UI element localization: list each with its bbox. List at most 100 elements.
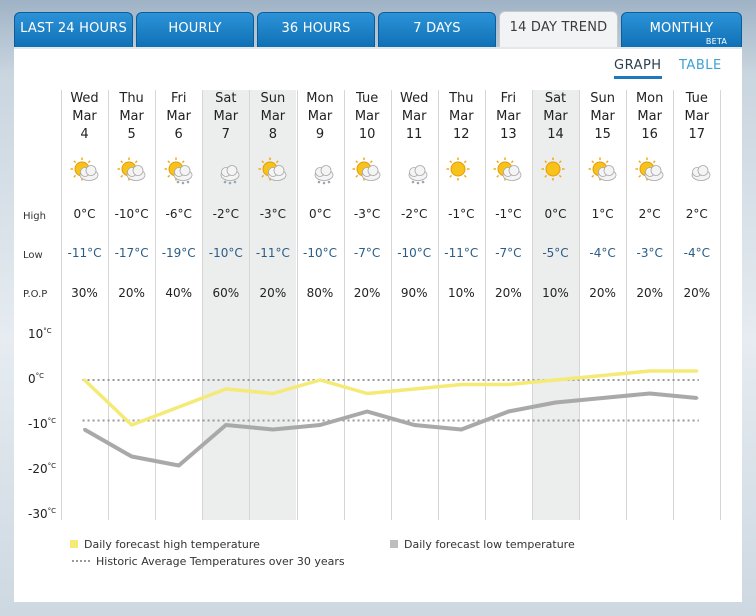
- day-header-dow: Fri: [500, 91, 517, 106]
- column-divider: [391, 90, 392, 520]
- low-temperature-point: [271, 428, 275, 431]
- sun-cloud-icon: [117, 156, 147, 184]
- column-divider: [202, 90, 203, 520]
- low-value: -7°C: [353, 246, 381, 260]
- day-header-dow: Fri: [170, 91, 187, 106]
- day-header: Wed Mar 11: [391, 90, 437, 144]
- low-temperature-point: [459, 428, 463, 431]
- high-temperature-point: [412, 387, 416, 391]
- pop-value: 60%: [212, 286, 240, 300]
- low-value: -10°C: [397, 246, 432, 260]
- tab-bar: LAST 24 HOURS HOURLY 36 HOURS 7 DAYS 14 …: [0, 0, 756, 48]
- sun-cloud-icon: [635, 156, 665, 184]
- day-header-month: Mar: [684, 109, 710, 124]
- high-row-label: High: [23, 211, 46, 222]
- day-header-month: Mar: [637, 109, 662, 124]
- tab-monthly[interactable]: MONTHLY BETA: [621, 12, 742, 48]
- pop-value: 20%: [495, 286, 522, 300]
- day-header-dow: Wed: [70, 91, 99, 106]
- pop-value: 20%: [353, 286, 381, 300]
- day-header-dow: Tue: [685, 91, 708, 106]
- low-temperature-point: [318, 423, 322, 427]
- y-tick-value: 10: [28, 327, 44, 341]
- day-header-month: Mar: [543, 109, 568, 124]
- legend-high-swatch: [70, 540, 78, 548]
- low-temperature-point: [412, 423, 416, 427]
- day-header-month: Mar: [307, 109, 333, 124]
- low-value: -5°C: [542, 246, 569, 260]
- pop-value: 40%: [165, 286, 193, 300]
- y-tick-value: -30: [28, 507, 48, 521]
- day-header-month: Mar: [354, 109, 380, 124]
- day-header-month: Mar: [260, 109, 286, 124]
- low-temperature-point: [177, 464, 181, 467]
- column-divider: [249, 90, 250, 520]
- low-value: -4°C: [589, 246, 616, 260]
- high-temperature-point: [507, 383, 510, 386]
- day-header-month: Mar: [401, 109, 427, 124]
- day-header: Mon Mar 9: [297, 90, 343, 144]
- weekend-shade: [249, 90, 297, 520]
- y-tick-unit: °C: [47, 462, 56, 470]
- day-header-date: 12: [453, 127, 470, 142]
- y-tick-label: 0°C: [28, 372, 44, 386]
- column-divider: [344, 90, 345, 520]
- day-header-dow: Mon: [306, 91, 334, 106]
- day-header-dow: Mon: [635, 91, 664, 106]
- high-value: -3°C: [259, 207, 287, 221]
- tab-hourly[interactable]: HOURLY: [136, 12, 254, 48]
- day-header: Fri Mar 6: [156, 90, 202, 144]
- pop-value: 30%: [71, 286, 98, 300]
- column-divider: [720, 90, 721, 520]
- day-header-date: 11: [405, 127, 423, 142]
- day-header: Thu Mar 12: [438, 90, 484, 144]
- tab-14-day-trend[interactable]: 14 DAY TREND: [499, 11, 618, 48]
- day-header-date: 13: [500, 127, 517, 142]
- weekend-shade: [202, 90, 250, 520]
- high-value: 2°C: [685, 207, 708, 221]
- tab-last-24-hours[interactable]: LAST 24 HOURS: [14, 12, 133, 48]
- sun-cloud-icon: [352, 156, 382, 184]
- day-header-date: 4: [80, 127, 89, 142]
- day-header-date: 9: [315, 127, 325, 142]
- day-header: Sat Mar 14: [533, 90, 579, 144]
- low-temperature-line: [83, 391, 698, 468]
- low-temperature-point: [83, 428, 86, 431]
- tab-7-days[interactable]: 7 DAYS: [378, 12, 496, 48]
- column-divider: [108, 90, 109, 520]
- low-row-label: Low: [23, 250, 43, 261]
- high-value: -6°C: [165, 207, 192, 221]
- day-header: Wed Mar 4: [62, 90, 108, 144]
- pop-value: 10%: [542, 286, 569, 300]
- sun-cloud-snow-icon: [164, 156, 194, 185]
- high-value: 0°C: [73, 207, 96, 221]
- day-header-dow: Sat: [215, 91, 237, 106]
- column-divider: [532, 90, 533, 520]
- pop-value: 20%: [118, 286, 145, 300]
- sun-cloud-icon: [493, 156, 523, 184]
- high-temperature-point: [459, 383, 463, 386]
- day-header: Sun Mar 8: [250, 90, 296, 144]
- low-value: -10°C: [208, 246, 243, 260]
- cloud-icon: [682, 156, 712, 184]
- column-divider: [626, 90, 627, 520]
- high-temperature-point: [601, 374, 605, 377]
- column-divider: [297, 90, 298, 520]
- legend-low-swatch: [390, 540, 398, 548]
- low-value: -19°C: [161, 246, 196, 260]
- sun-icon: [541, 156, 571, 184]
- y-tick-unit: °C: [47, 507, 56, 515]
- low-value: -4°C: [683, 246, 710, 260]
- column-divider: [155, 90, 156, 520]
- tab-36-hours[interactable]: 36 HOURS: [257, 12, 375, 48]
- day-header-month: Mar: [166, 109, 191, 124]
- high-temperature-point: [554, 378, 557, 382]
- day-header: Tue Mar 17: [674, 90, 720, 144]
- graph-toggle[interactable]: GRAPH: [614, 58, 662, 79]
- high-value: -3°C: [353, 207, 381, 221]
- low-temperature-point: [648, 392, 652, 395]
- day-header-dow: Tue: [355, 91, 379, 106]
- table-toggle[interactable]: TABLE: [679, 58, 722, 73]
- day-header-dow: Sun: [590, 91, 615, 106]
